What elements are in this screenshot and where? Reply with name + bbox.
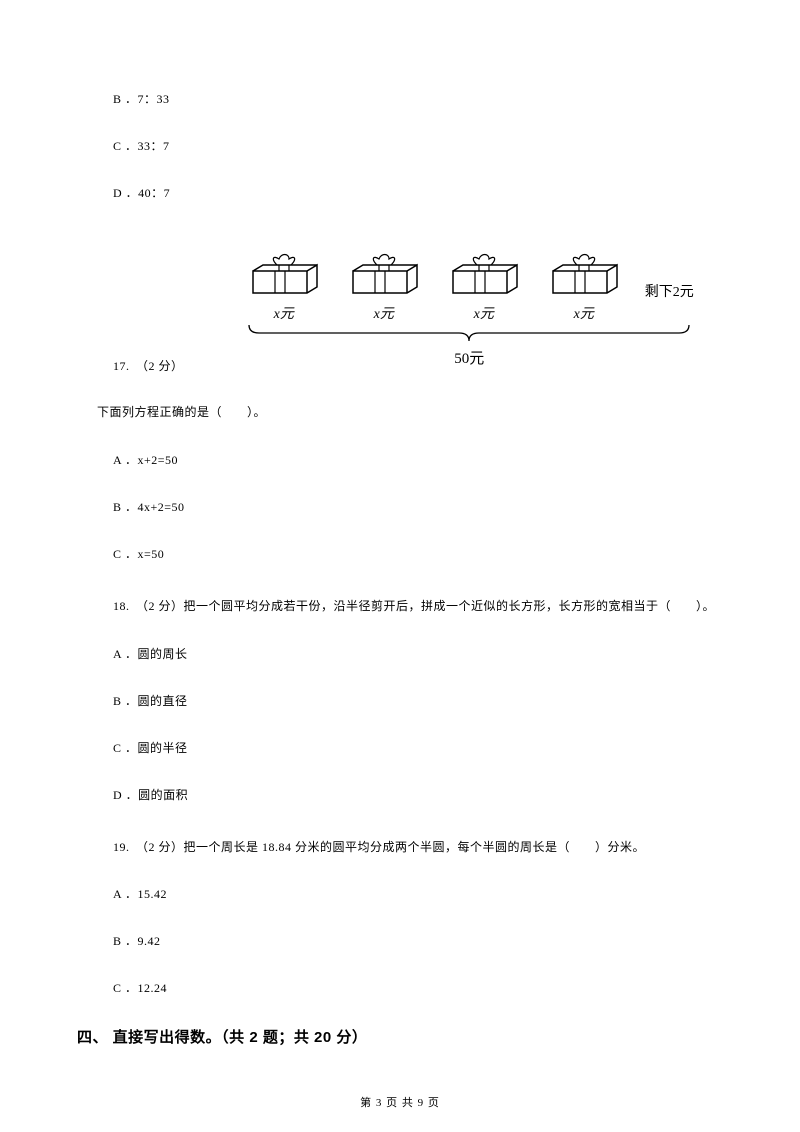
q17-option-a: A ．x+2=50 <box>113 451 715 468</box>
q18-option-b: B ．圆的直径 <box>113 692 715 709</box>
remain-label: 剩下2元 <box>645 281 694 301</box>
gift-label-4: x元 <box>574 303 594 323</box>
q16-option-d: D ．40：7 <box>113 184 715 201</box>
q16-option-c: C ．33：7 <box>113 137 715 154</box>
q17-option-c: C ．x=50 <box>113 545 715 562</box>
q19-text: 19. （2 分）把一个周长是 18.84 分米的圆平均分成两个半圆，每个半圆的… <box>113 833 715 862</box>
gift-label-3: x元 <box>474 303 494 323</box>
page-footer: 第 3 页 共 9 页 <box>0 1094 800 1110</box>
gift-label-1: x元 <box>274 303 294 323</box>
brace-icon <box>239 323 699 345</box>
q19-option-b: B ．9.42 <box>113 932 715 949</box>
q19-option-c: C ．12.24 <box>113 979 715 996</box>
q19-option-a: A ．15.42 <box>113 885 715 902</box>
q18-option-c: C ．圆的半径 <box>113 739 715 756</box>
gift-box-icon <box>545 251 623 299</box>
q18-option-d: D ．圆的面积 <box>113 786 715 803</box>
q18-option-a: A ．圆的周长 <box>113 645 715 662</box>
q17-text: 下面列方程正确的是（ ）。 <box>97 398 715 427</box>
gift-box-icon <box>245 251 323 299</box>
total-label: 50元 <box>224 347 715 368</box>
gift-label-2: x元 <box>374 303 394 323</box>
q16-option-b: B ．7：33 <box>113 90 715 107</box>
gift-box-icon <box>345 251 423 299</box>
section-4-header: 四、 直接写出得数。（共 2 题；共 20 分） <box>77 1026 715 1047</box>
q17-option-b: B ．4x+2=50 <box>113 498 715 515</box>
q18-text: 18. （2 分）把一个圆平均分成若干份，沿半径剪开后，拼成一个近似的长方形，长… <box>113 592 715 621</box>
gift-box-icon <box>445 251 523 299</box>
q17-prefix: 17. （2 分） <box>113 357 184 374</box>
gift-diagram: x元 x元 <box>224 251 715 368</box>
